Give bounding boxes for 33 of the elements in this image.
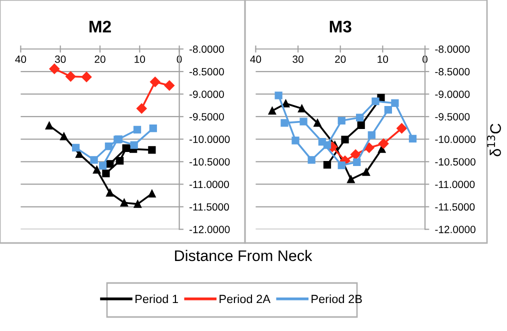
y-tick-label: -12.0000 (189, 226, 230, 234)
y-tick-label: -9.5000 (189, 113, 224, 120)
y-tick-label: -12.0000 (435, 226, 476, 234)
chart-title: M3 (330, 20, 352, 33)
y-tick-label: -11.0000 (189, 180, 229, 188)
y-tick-label: -10.5000 (435, 158, 476, 166)
y-axis-title: δ$^{13}$C (487, 124, 501, 156)
y-tick-label: -11.0000 (435, 180, 475, 188)
x-tick-label: 20 (94, 56, 106, 63)
y-tick-label: -8.5000 (189, 68, 224, 76)
y-tick-label: -9.5000 (435, 113, 470, 120)
x-tick-label: 30 (54, 56, 66, 63)
y-tick-label: -8.0000 (189, 46, 224, 53)
x-tick-label: 30 (292, 56, 304, 63)
y-tick-label: -10.5000 (189, 158, 230, 166)
y-tick-label: -11.5000 (435, 203, 475, 211)
legend-label: Period 2A (220, 294, 270, 304)
legend-label: Period 1 (136, 294, 178, 304)
x-tick-label: 10 (378, 56, 388, 63)
x-tick-label: 10 (134, 56, 146, 63)
x-axis-title: Distance From Neck (175, 250, 312, 262)
y-tick-label: -10.0000 (435, 136, 476, 144)
x-tick-label: 40 (250, 56, 262, 63)
x-tick-label: 20 (335, 56, 346, 63)
y-tick-label: -11.5000 (189, 203, 229, 211)
y-tick-label: -10.0000 (189, 136, 230, 144)
y-tick-label: -8.5000 (435, 68, 470, 76)
legend-label: Period 2B (312, 294, 362, 304)
chart-title: M2 (90, 20, 111, 32)
x-tick-label: 40 (15, 56, 26, 63)
y-tick-label: -9.0000 (189, 90, 224, 98)
y-tick-label: -8.0000 (435, 46, 470, 53)
y-tick-label: -9.0000 (435, 90, 470, 98)
